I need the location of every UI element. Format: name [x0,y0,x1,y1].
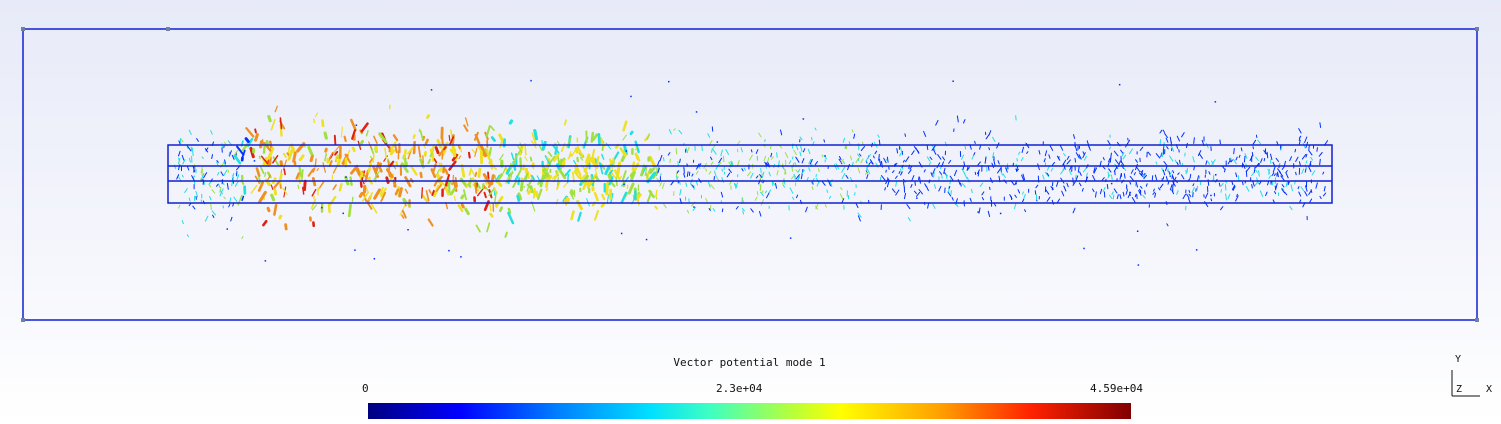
outer-domain-box [22,28,1478,321]
render-viewport[interactable] [0,0,1501,345]
colorbar-min-label: 0 [362,382,369,395]
axes-triad: Y Z X [1446,352,1496,402]
colorbar-max-label: 4.59e+04 [1090,382,1143,395]
colorbar-title: Vector potential mode 1 [673,356,826,369]
vector-field-glyphs [173,79,1329,266]
colorbar-mid-label: 2.3e+04 [716,382,763,395]
axis-x-label: X [1486,384,1493,395]
colorbar-gradient [368,403,1131,419]
axis-y-label: Y [1455,354,1462,365]
axis-z-label: Z [1456,384,1463,395]
axes-triad-lines [1451,370,1480,397]
inner-structure [167,144,1333,204]
frame-corner-markers [21,27,1479,322]
waveguide-box [167,144,1333,204]
